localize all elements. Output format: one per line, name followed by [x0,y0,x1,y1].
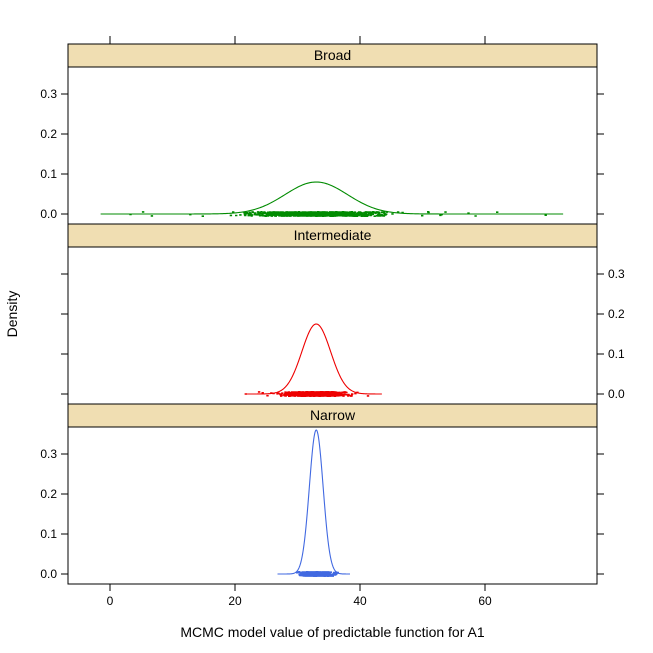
y-axis-title: Density [4,290,20,338]
strip-narrow [67,403,598,428]
panel-intermediate [67,246,598,405]
x-tick-label-40: 40 [353,594,367,608]
y-tick-label-narrow-0.1: 0.1 [40,527,57,541]
y-tick-label-broad-0.0: 0.0 [40,207,57,221]
x-tick-label-20: 20 [228,594,242,608]
panel-narrow [67,426,598,585]
density-curve-broad [100,181,564,215]
strip-intermediate [67,223,598,248]
rug-points-broad [129,211,547,217]
density-curve-intermediate [245,323,382,395]
x-tick-label-60: 60 [478,594,492,608]
y-tick-label-broad-0.2: 0.2 [40,127,57,141]
x-axis-title: MCMC model value of predictable function… [180,624,485,640]
x-tick-label-0: 0 [107,594,114,608]
y-tick-label-intermediate-0.0: 0.0 [608,387,625,401]
y-tick-label-intermediate-0.1: 0.1 [608,347,625,361]
strip-broad [67,43,598,68]
rug-points-intermediate [244,391,370,397]
y-tick-label-narrow-0.2: 0.2 [40,487,57,501]
y-tick-label-intermediate-0.3: 0.3 [608,267,625,281]
density-curve-narrow [277,429,350,575]
y-tick-label-broad-0.3: 0.3 [40,87,57,101]
y-tick-label-intermediate-0.2: 0.2 [608,307,625,321]
y-tick-label-narrow-0.3: 0.3 [40,447,57,461]
rug-points-narrow [296,571,339,577]
panel-broad [67,66,598,225]
y-tick-label-narrow-0.0: 0.0 [40,567,57,581]
y-tick-label-broad-0.1: 0.1 [40,167,57,181]
